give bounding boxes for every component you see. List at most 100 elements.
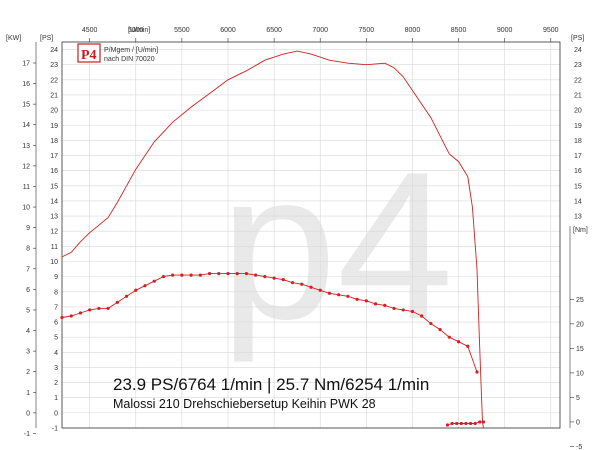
series-point xyxy=(263,275,267,279)
x-tick-label: 9500 xyxy=(543,27,559,34)
p4-logo: P4 xyxy=(77,43,101,63)
ps-tick-label: 24 xyxy=(50,47,58,54)
legend-line-2: nach DIN 70020 xyxy=(104,56,155,63)
right-ps-tick-label: 16 xyxy=(574,168,582,175)
series-point xyxy=(290,281,295,285)
series-point xyxy=(346,294,350,298)
series-point xyxy=(327,291,332,295)
kw-tick-label: 10 xyxy=(22,205,30,212)
kw-tick-label: 4 xyxy=(26,328,30,335)
series-point xyxy=(318,288,322,292)
nm-tick-label: -5 xyxy=(576,444,582,450)
series-point xyxy=(244,272,249,276)
series-point xyxy=(134,288,138,292)
x-tick-label: 7000 xyxy=(312,27,328,34)
kw-tick-label: 2 xyxy=(26,369,30,376)
series-point xyxy=(189,273,193,277)
kw-tick-label: 15 xyxy=(22,102,30,109)
series-point xyxy=(459,421,463,426)
series-point xyxy=(60,315,64,320)
right-ps-tick-label: 18 xyxy=(574,138,582,145)
series-point xyxy=(198,273,202,277)
series-point xyxy=(152,279,156,283)
series-point xyxy=(337,293,341,297)
ps-tick-label: 10 xyxy=(50,259,58,266)
series-line-1 xyxy=(61,273,478,373)
series-layer xyxy=(60,50,486,429)
nm-tick-label: 15 xyxy=(576,346,584,353)
kw-tick-label: 9 xyxy=(26,225,30,232)
ps-tick-label: 18 xyxy=(50,138,58,145)
series-point xyxy=(97,306,101,311)
ps-tick-label: 1 xyxy=(54,395,58,402)
series-point xyxy=(447,335,451,339)
series-point xyxy=(171,273,175,277)
series-point xyxy=(438,328,442,332)
series-point xyxy=(161,275,166,279)
right-ps-tick-label: 24 xyxy=(574,47,582,54)
series-point xyxy=(392,306,396,311)
series-point xyxy=(115,300,119,304)
series-point xyxy=(69,314,73,318)
series-point xyxy=(226,272,230,276)
x-tick-label: 6500 xyxy=(266,27,282,34)
kw-tick-label: 3 xyxy=(26,349,30,356)
series-point xyxy=(450,421,454,426)
right-lower-unit: [Nm] xyxy=(573,227,588,234)
kw-tick-label: 17 xyxy=(22,60,30,67)
kw-tick-label: 0 xyxy=(26,410,30,417)
right-ps-tick-label: 13 xyxy=(574,214,582,221)
peak-values-text: 23.9 PS/6764 1/min | 25.7 Nm/6254 1/min xyxy=(113,375,429,394)
kw-tick-label: 12 xyxy=(22,163,30,170)
ps-tick-label: 11 xyxy=(51,244,58,251)
ps-tick-label: 7 xyxy=(54,304,58,311)
series-point xyxy=(272,276,276,280)
kw-tick-label: -1 xyxy=(24,431,30,438)
series-point xyxy=(309,285,313,289)
series-point xyxy=(143,284,147,288)
right-ps-tick-label: 21 xyxy=(574,92,582,99)
ps-tick-label: 0 xyxy=(54,410,58,417)
ps-tick-label: 22 xyxy=(50,77,58,84)
kw-tick-label: 13 xyxy=(22,143,30,150)
ps-tick-label: 14 xyxy=(50,198,58,205)
series-point xyxy=(364,299,368,303)
ps-tick-label: 5 xyxy=(54,335,58,342)
series-point xyxy=(124,294,129,298)
series-point xyxy=(207,272,212,276)
x-tick-label: 4500 xyxy=(82,27,98,34)
right-ps-tick-label: 19 xyxy=(574,123,582,130)
ps-tick-label: 21 xyxy=(50,92,58,99)
nm-tick-label: 0 xyxy=(576,419,580,426)
right-ps-tick-label: 14 xyxy=(574,198,582,205)
nm-tick-label: 5 xyxy=(576,395,580,402)
series-point xyxy=(475,370,479,374)
series-point xyxy=(383,303,387,307)
ps-tick-label: 15 xyxy=(50,183,58,190)
setup-text: Malossi 210 Drehschiebersetup Keihin PWK… xyxy=(113,397,376,411)
kw-tick-label: 14 xyxy=(22,122,30,129)
ps-tick-label: 20 xyxy=(50,108,58,115)
series-point xyxy=(473,421,477,426)
left-outer-unit: [KW] xyxy=(6,35,21,42)
series-point xyxy=(217,272,221,276)
x-tick-label: 8000 xyxy=(405,27,421,34)
right-ps-tick-label: 17 xyxy=(574,153,582,160)
series-point xyxy=(445,423,450,427)
right-upper-unit: [PS] xyxy=(571,35,584,42)
ps-tick-label: 23 xyxy=(50,62,58,69)
x-tick-label: 7500 xyxy=(359,27,375,34)
watermark-text: p4 xyxy=(220,128,454,363)
right-ps-tick-label: 22 xyxy=(574,77,582,84)
ps-tick-label: 13 xyxy=(50,214,58,221)
series-point xyxy=(468,421,473,426)
plot-frame xyxy=(61,41,561,429)
right-ps-tick-label: 23 xyxy=(574,62,582,69)
series-point xyxy=(254,273,258,277)
x-tick-label: 6000 xyxy=(220,27,236,34)
series-point xyxy=(481,420,486,424)
kw-tick-label: 8 xyxy=(26,246,30,253)
logo-text: P4 xyxy=(81,48,97,63)
series-point xyxy=(456,340,461,344)
series-point xyxy=(180,273,184,277)
